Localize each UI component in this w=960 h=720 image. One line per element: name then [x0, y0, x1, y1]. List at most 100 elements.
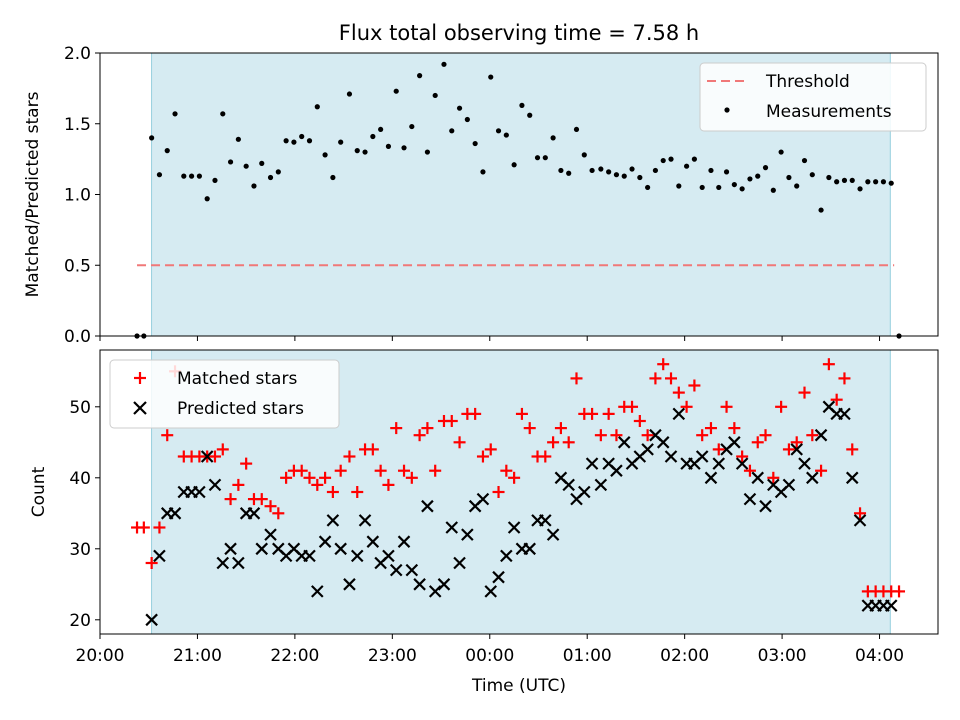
matched-star-point [445, 415, 458, 427]
matched-star-point [680, 400, 693, 413]
measurement-point [818, 207, 824, 213]
matched-star-point [366, 443, 379, 456]
predicted-star-point [200, 450, 214, 463]
predicted-star-point [303, 549, 316, 563]
measurement-point [834, 179, 840, 185]
measurement-point [346, 91, 353, 97]
matched-star-point [736, 450, 749, 463]
predicted-star-point [641, 443, 654, 456]
matched-star-point [570, 372, 583, 385]
predicted-star-point [672, 407, 686, 421]
predicted-star-point [806, 471, 819, 485]
matched-star-point [319, 471, 332, 484]
matched-star-point [161, 429, 174, 442]
matched-star-point [854, 507, 867, 520]
measurement-point [739, 186, 745, 192]
predicted-star-point [743, 492, 757, 506]
measurement-point [354, 148, 360, 154]
predicted-star-point [546, 528, 560, 541]
measurement-point [480, 169, 486, 175]
predicted-star-point [247, 507, 261, 520]
matched-star-point [453, 436, 466, 449]
measurement-point [149, 135, 155, 141]
matched-star-point [405, 471, 418, 484]
matched-star-point [626, 400, 639, 413]
predicted-star-point [838, 407, 851, 421]
measurement-point [676, 183, 682, 189]
predicted-star-point [193, 485, 206, 499]
matched-star-point [264, 500, 277, 513]
measurement-point [755, 173, 761, 179]
measurement-point [283, 138, 289, 144]
measurement-point [629, 166, 635, 172]
measurement-point [251, 183, 257, 189]
predicted-star-point [735, 457, 749, 470]
matched-star-point [280, 471, 293, 484]
x-tick-label: 02:00 [660, 646, 709, 666]
measurement-point [370, 133, 376, 140]
measurement-point [566, 170, 572, 176]
legend-matched-swatch [134, 372, 146, 384]
predicted-star-point [578, 485, 591, 499]
measurement-point [589, 167, 595, 174]
x-tick-label: 04:00 [855, 646, 904, 666]
predicted-star-point [500, 549, 513, 563]
measurement-point [488, 74, 494, 80]
predicted-star-point [264, 528, 277, 541]
legend-measurements-swatch [724, 107, 730, 113]
predicted-star-point [168, 507, 182, 520]
predicted-star-point [405, 563, 419, 577]
x-tick-label: 21:00 [173, 646, 222, 666]
top-legend-box [699, 62, 927, 132]
measurement-point [613, 172, 620, 178]
measurement-point [424, 149, 431, 155]
measurement-point [723, 169, 730, 175]
measurement-point [503, 132, 509, 138]
predicted-star-point [656, 436, 670, 449]
matched-star-point [351, 486, 364, 498]
chart-title: Flux total observing time = 7.58 h [339, 21, 699, 45]
predicted-star-point [484, 585, 498, 598]
matched-star-point [712, 443, 725, 456]
matched-star-point [846, 443, 859, 456]
bottom-legend-box [109, 359, 340, 429]
measurement-point [511, 162, 517, 168]
measurement-point [441, 61, 447, 67]
predicted-star-point [845, 471, 859, 485]
predicted-star-point [255, 542, 269, 556]
measurement-point [401, 145, 407, 151]
matched-star-point [798, 386, 811, 399]
measurement-point [362, 149, 368, 155]
top-legend: Threshold Measurements [699, 62, 927, 132]
matched-star-point [232, 478, 245, 491]
measurement-point [637, 174, 643, 181]
measurement-point [417, 73, 423, 79]
matched-star-point [224, 493, 237, 506]
matched-star-point [759, 429, 772, 442]
matched-star-point [500, 464, 513, 477]
matched-star-point [657, 358, 670, 371]
y-tick-label: 30 [69, 540, 91, 560]
measurement-point [314, 104, 320, 110]
measurement-point [299, 133, 305, 140]
measurement-point [220, 111, 226, 117]
predicted-star-point [853, 514, 867, 527]
matched-star-point [830, 393, 843, 406]
predicted-star-point [153, 549, 166, 563]
predicted-star-point [798, 457, 811, 470]
measurement-point [212, 177, 218, 183]
y-tick-label: 0.0 [64, 327, 91, 347]
measurement-point [291, 139, 297, 145]
measurement-point [747, 176, 753, 182]
predicted-star-point [413, 578, 426, 591]
measurement-point [598, 166, 604, 172]
predicted-star-point [492, 570, 505, 584]
predicted-star-point [311, 585, 324, 598]
matched-star-point [822, 358, 835, 371]
measurement-point [606, 169, 612, 175]
measurement-point [809, 172, 815, 178]
measurement-point [322, 152, 328, 158]
measurement-point [196, 173, 202, 179]
measurement-point [432, 92, 438, 99]
